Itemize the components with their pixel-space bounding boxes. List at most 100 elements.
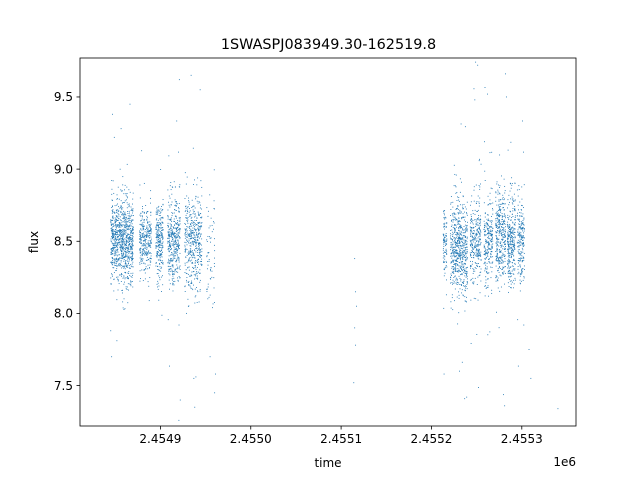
data-point xyxy=(114,212,116,214)
data-point xyxy=(141,260,143,262)
data-point xyxy=(507,267,509,269)
data-point xyxy=(128,267,130,269)
data-point xyxy=(517,319,519,321)
data-point xyxy=(496,257,498,259)
data-point xyxy=(115,233,117,235)
data-point xyxy=(121,254,123,256)
data-point xyxy=(143,219,145,221)
data-point xyxy=(519,266,521,268)
data-point xyxy=(114,224,116,226)
data-point xyxy=(465,252,467,254)
data-point xyxy=(499,267,501,269)
data-point xyxy=(185,256,187,258)
data-point xyxy=(113,236,115,238)
data-point xyxy=(485,288,487,289)
data-point xyxy=(174,241,176,243)
data-point xyxy=(472,277,474,279)
data-point xyxy=(514,237,516,239)
data-point xyxy=(459,226,460,228)
data-point xyxy=(513,247,515,249)
data-point xyxy=(130,265,132,267)
y-tick-label: 9.0 xyxy=(54,162,73,176)
data-point xyxy=(193,377,195,379)
data-point xyxy=(488,231,490,233)
data-points xyxy=(110,61,559,421)
data-point xyxy=(196,184,198,186)
data-point xyxy=(145,247,147,249)
data-point xyxy=(459,257,461,259)
data-point xyxy=(472,213,474,215)
data-point xyxy=(169,243,171,245)
data-point xyxy=(450,220,452,222)
data-point xyxy=(510,227,512,228)
data-point xyxy=(142,233,144,235)
data-point xyxy=(147,235,149,237)
data-point xyxy=(126,241,128,243)
data-point xyxy=(168,263,170,265)
data-point xyxy=(458,297,460,299)
data-point xyxy=(453,237,455,239)
data-point xyxy=(464,263,466,265)
data-point xyxy=(453,164,455,166)
data-point xyxy=(116,216,118,218)
data-point xyxy=(170,249,171,251)
data-point xyxy=(158,237,160,239)
data-point xyxy=(520,224,522,226)
data-point xyxy=(474,252,475,254)
data-point xyxy=(199,89,201,91)
data-point xyxy=(115,212,117,214)
data-point xyxy=(209,225,211,227)
data-point xyxy=(502,232,504,233)
data-point xyxy=(170,240,172,242)
data-point xyxy=(523,324,525,326)
data-point xyxy=(470,342,472,344)
data-point xyxy=(130,264,132,266)
x-axis-ticks: 2.4549 2.4550 2.4551 2.4552 2.4553 xyxy=(139,426,543,446)
data-point xyxy=(112,243,114,245)
data-point xyxy=(116,246,118,248)
data-point xyxy=(444,251,446,253)
data-point xyxy=(498,260,500,261)
data-point xyxy=(492,247,493,249)
data-point xyxy=(507,282,509,284)
data-point xyxy=(125,219,127,221)
data-point xyxy=(112,236,114,238)
data-point xyxy=(144,235,146,237)
data-point xyxy=(459,249,461,251)
data-point xyxy=(125,229,127,231)
data-point xyxy=(147,242,149,244)
data-point xyxy=(480,242,482,244)
data-point xyxy=(519,236,521,238)
data-point xyxy=(122,228,124,230)
data-point xyxy=(471,219,473,221)
data-point xyxy=(458,223,460,225)
data-point xyxy=(474,242,476,244)
data-point xyxy=(111,274,113,276)
data-point xyxy=(455,232,457,233)
data-point xyxy=(208,296,210,298)
data-point xyxy=(508,275,510,277)
data-point xyxy=(177,207,179,209)
data-point xyxy=(502,203,504,204)
data-point xyxy=(156,224,157,226)
data-point xyxy=(213,287,215,289)
data-point xyxy=(461,256,463,258)
data-point xyxy=(497,221,499,223)
data-point xyxy=(458,265,460,267)
data-point xyxy=(150,261,152,263)
data-point xyxy=(123,241,125,243)
data-point xyxy=(460,211,462,213)
data-point xyxy=(458,250,460,252)
data-point xyxy=(159,251,161,252)
data-point xyxy=(111,227,112,229)
data-point xyxy=(160,228,162,230)
data-point xyxy=(457,271,459,273)
data-point xyxy=(144,236,146,238)
data-point xyxy=(511,230,513,232)
data-point xyxy=(472,219,474,221)
data-point xyxy=(497,244,499,246)
data-point xyxy=(523,207,524,209)
data-point xyxy=(458,294,460,296)
data-point xyxy=(168,248,170,250)
data-point xyxy=(465,247,467,248)
